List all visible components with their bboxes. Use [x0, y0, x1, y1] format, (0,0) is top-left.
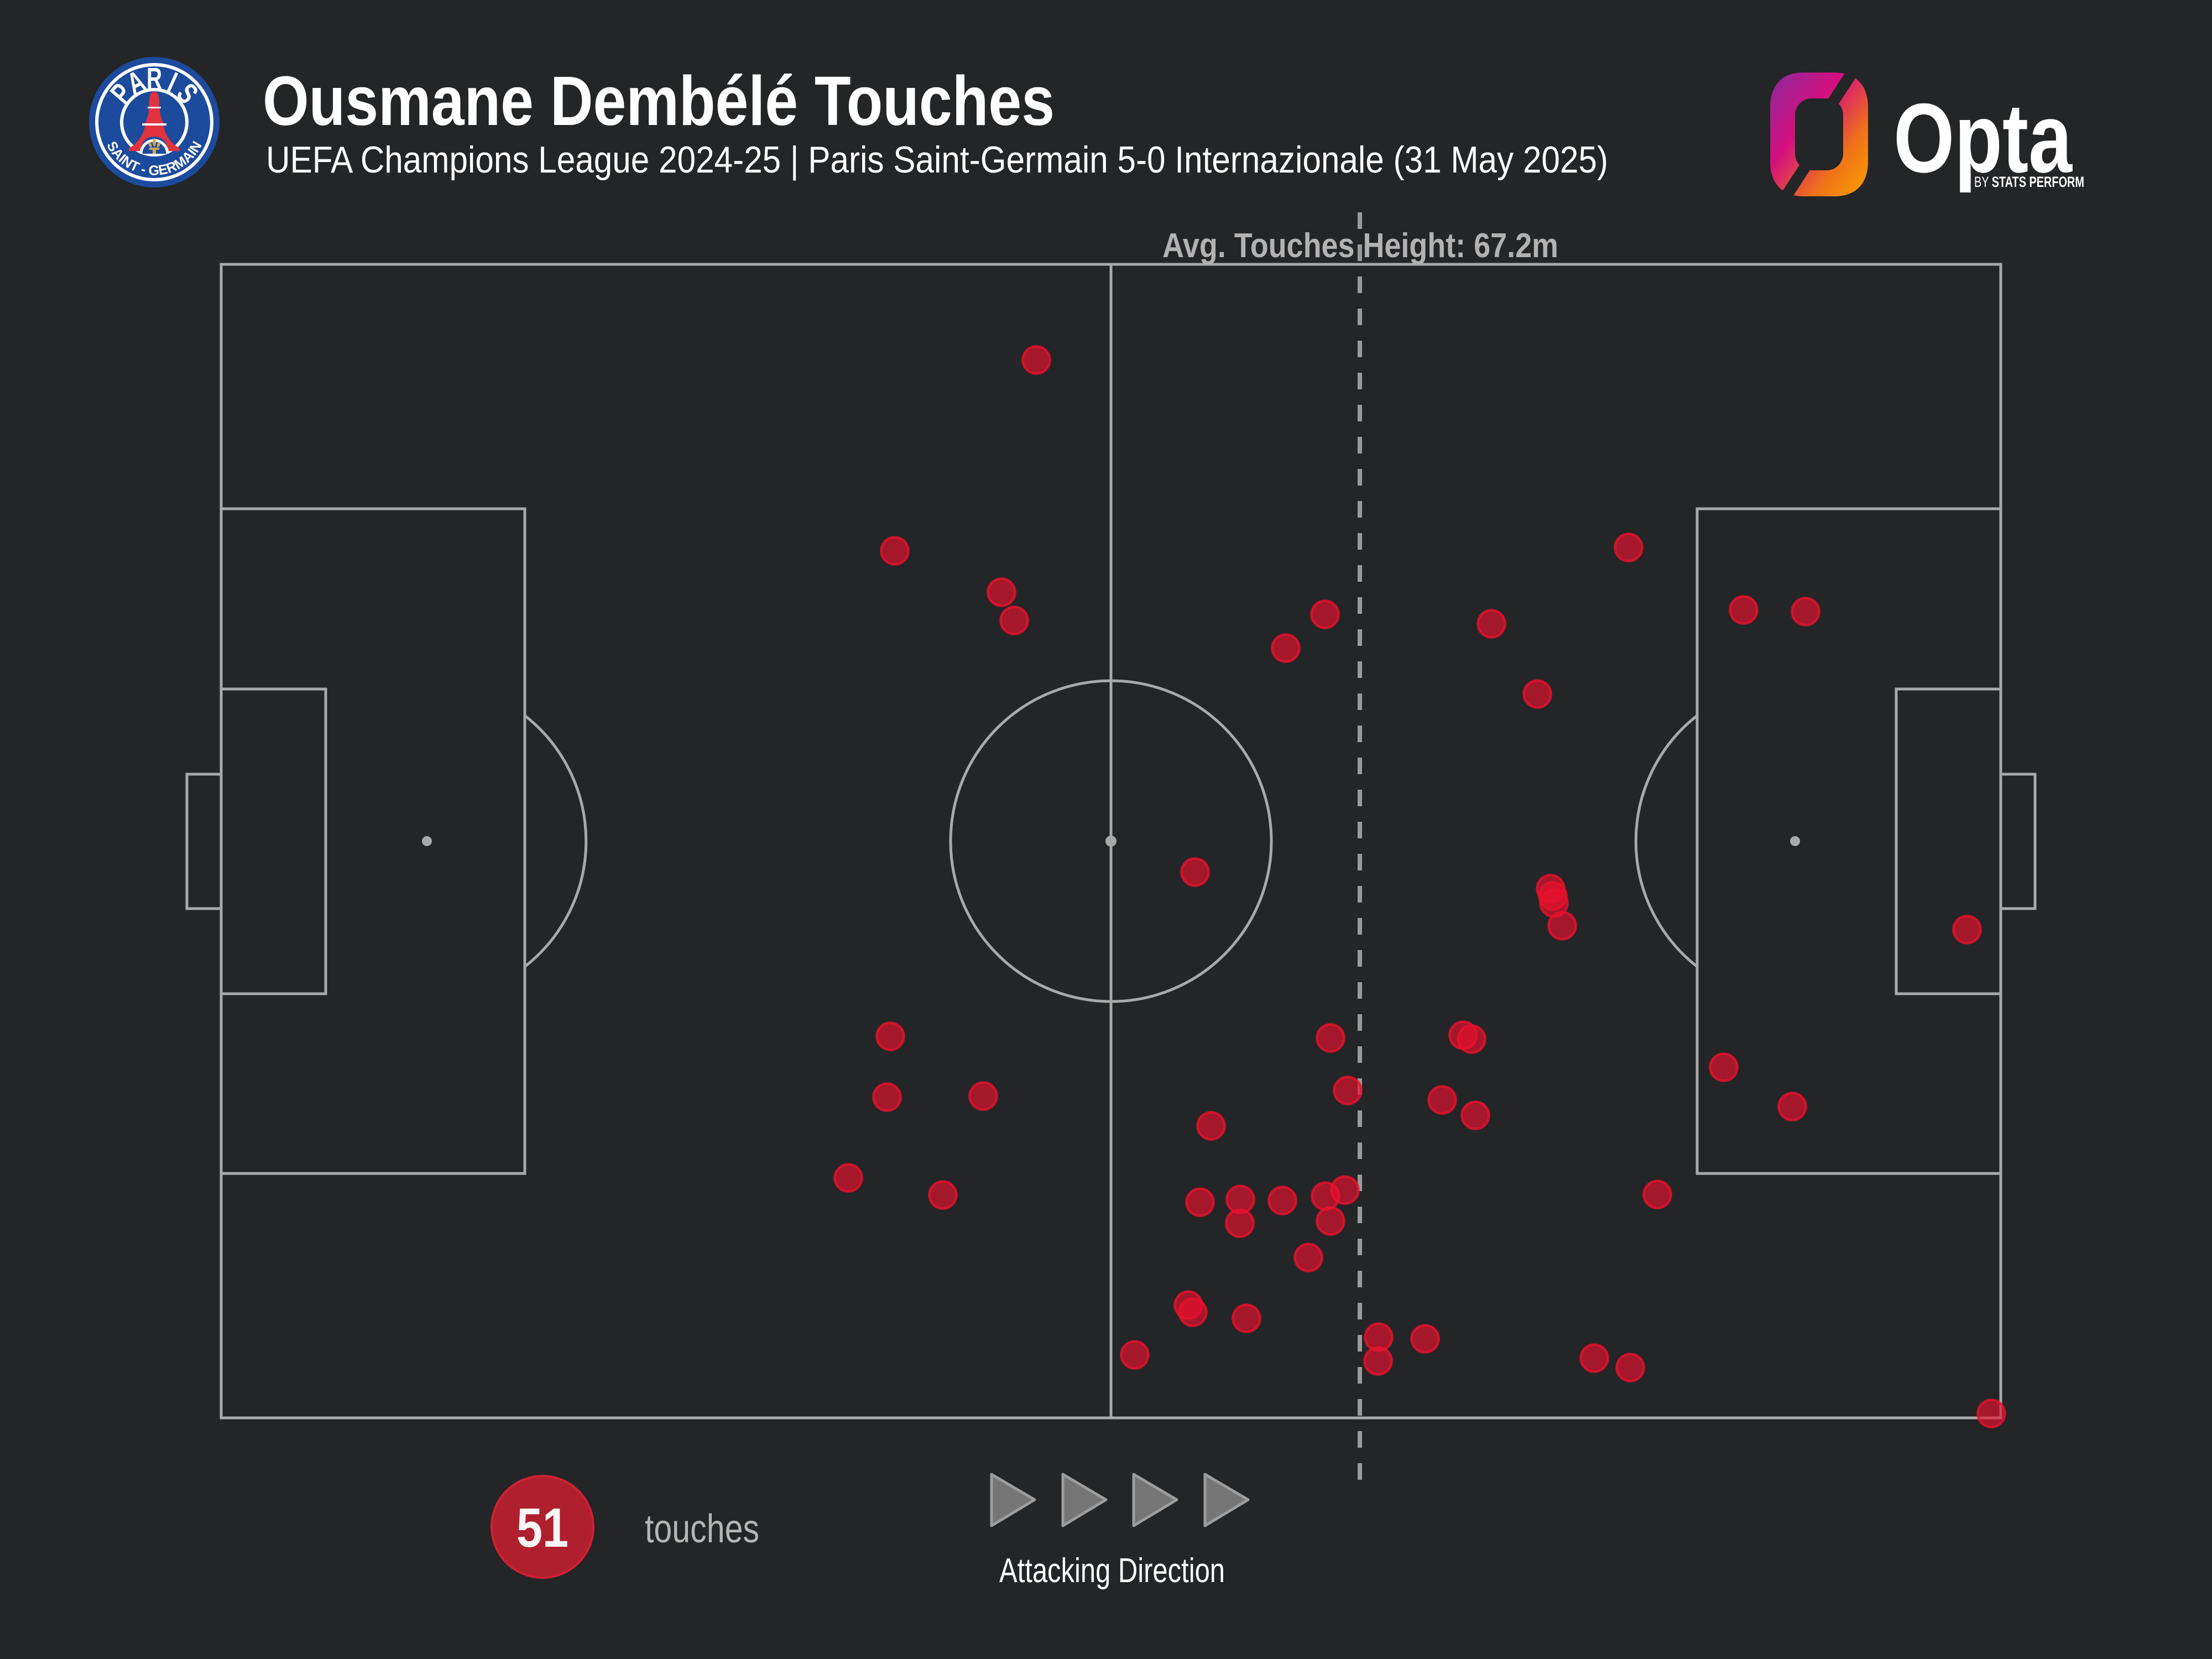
svg-text:Attacking Direction: Attacking Direction: [999, 1552, 1225, 1590]
svg-text:R: R: [147, 61, 162, 95]
svg-text:BY STATS PERFORM: BY STATS PERFORM: [1974, 174, 2084, 190]
svg-text:touches: touches: [645, 1507, 759, 1551]
svg-text:Avg. Touches Height: 67.2m: Avg. Touches Height: 67.2m: [1162, 227, 1558, 265]
svg-text:Ousmane Dembélé Touches: Ousmane Dembélé Touches: [263, 62, 1055, 140]
svg-text:Opta: Opta: [1893, 83, 2073, 193]
svg-text:51: 51: [517, 1497, 568, 1559]
svg-text:UEFA Champions League 2024-25: UEFA Champions League 2024-25 | Paris Sa…: [266, 139, 1608, 181]
